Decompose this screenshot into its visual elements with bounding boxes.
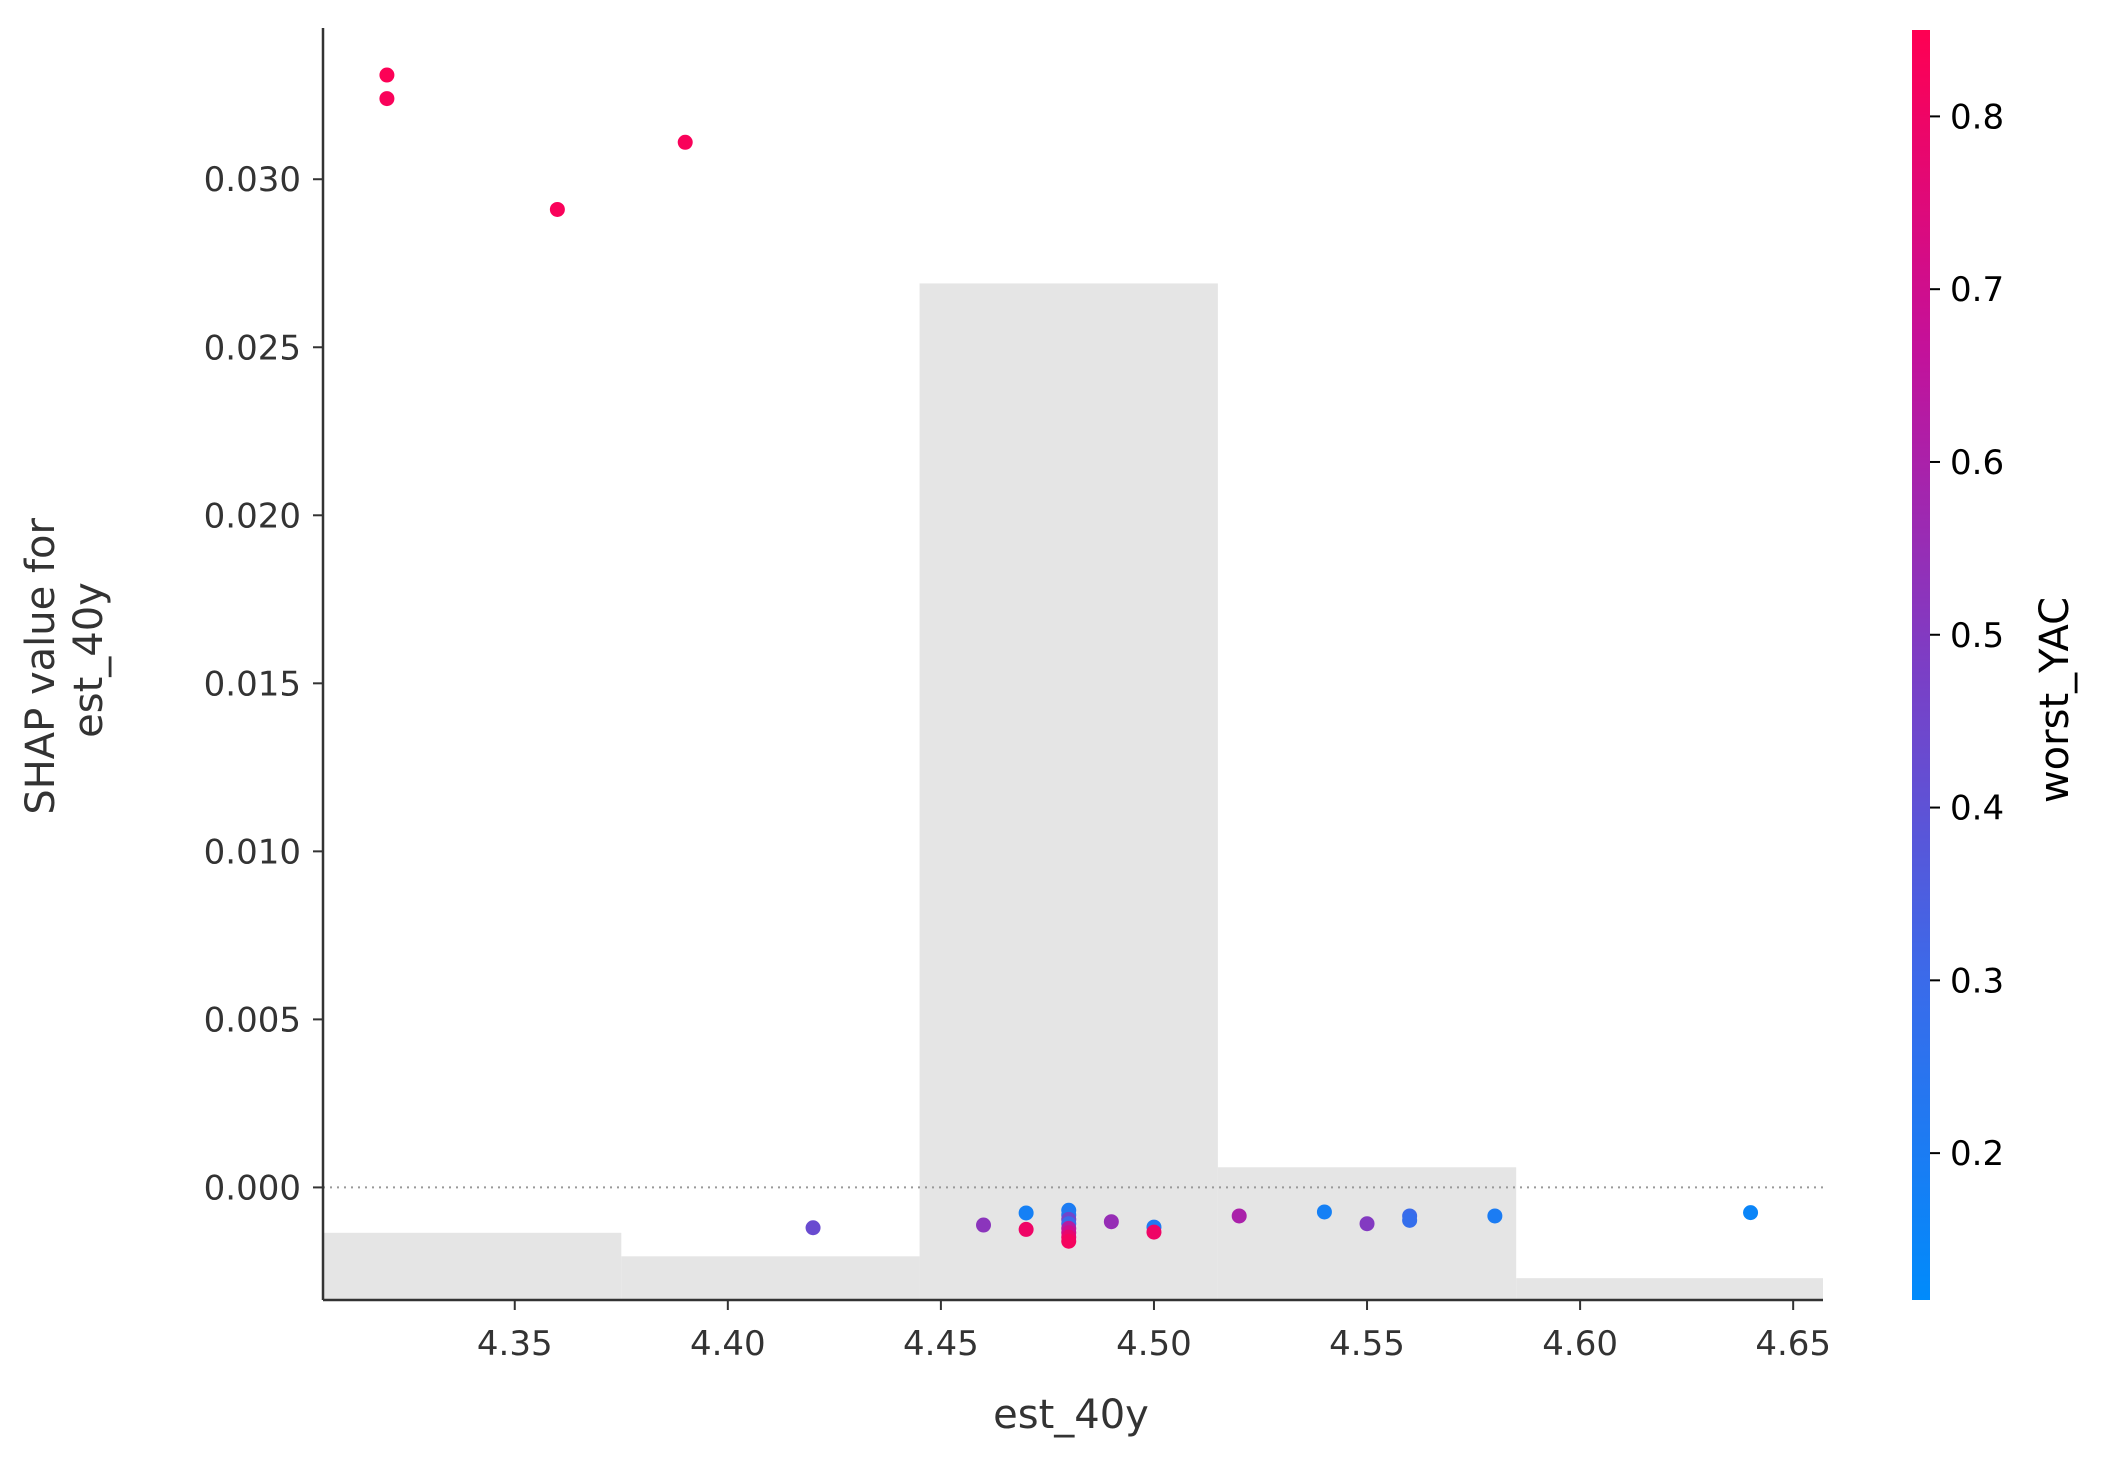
scatter-point xyxy=(1402,1212,1418,1228)
x-tick-label: 4.35 xyxy=(477,1324,553,1364)
x-tick-label: 4.55 xyxy=(1329,1324,1405,1364)
scatter-point xyxy=(1146,1224,1162,1240)
colorbar-tick-label: 0.7 xyxy=(1950,270,2004,310)
scatter-point xyxy=(1061,1233,1077,1249)
scatter-point xyxy=(1231,1208,1247,1224)
scatter-point xyxy=(976,1217,992,1233)
histogram-bar xyxy=(1217,1167,1517,1300)
y-axis-label-line-2: est_40y xyxy=(66,582,112,738)
y-axis-label-line-1: SHAP value for xyxy=(18,517,64,814)
scatter-point xyxy=(379,67,395,83)
y-tick-label: 0.000 xyxy=(204,1168,301,1208)
colorbar-tick-label: 0.2 xyxy=(1950,1134,2004,1174)
x-axis-label: est_40y xyxy=(993,1392,1149,1438)
x-tick-label: 4.65 xyxy=(1755,1324,1831,1364)
colorbar-tick-label: 0.5 xyxy=(1950,616,2004,656)
colorbar-ticks: 0.2 0.3 0.4 0.5 0.6 0.7 0.8 xyxy=(1930,97,2004,1174)
colorbar-tick-label: 0.4 xyxy=(1950,789,2004,829)
colorbar-label: worst_YAC xyxy=(2032,597,2078,803)
histogram-bar xyxy=(1516,1278,1823,1300)
y-tick-label: 0.005 xyxy=(204,1000,301,1040)
x-tick-label: 4.50 xyxy=(1116,1324,1192,1364)
histogram-bar xyxy=(323,1232,622,1300)
y-axis-label: SHAP value for est_40y xyxy=(18,505,112,814)
x-tick-label: 4.45 xyxy=(903,1324,979,1364)
histogram-bar xyxy=(621,1256,920,1300)
y-tick-label: 0.015 xyxy=(204,664,301,704)
scatter-point xyxy=(1487,1208,1503,1224)
axes xyxy=(321,28,1823,1302)
colorbar-tick-label: 0.6 xyxy=(1950,443,2004,483)
scatter-point xyxy=(677,134,693,150)
histogram-bars xyxy=(323,283,1823,1300)
scatter-point xyxy=(1018,1221,1034,1237)
scatter-point xyxy=(549,201,565,217)
scatter-point xyxy=(1359,1216,1375,1232)
scatter-points xyxy=(379,67,1759,1249)
y-tick-label: 0.020 xyxy=(204,496,301,536)
x-tick-label: 4.60 xyxy=(1542,1324,1618,1364)
colorbar xyxy=(1912,30,1930,1300)
colorbar-tick-label: 0.8 xyxy=(1950,97,2004,137)
y-tick-label: 0.010 xyxy=(204,832,301,872)
scatter-point xyxy=(805,1220,821,1236)
scatter-point xyxy=(1018,1205,1034,1221)
scatter-point xyxy=(379,91,395,107)
y-tick-label: 0.030 xyxy=(204,160,301,200)
scatter-point xyxy=(1743,1205,1759,1221)
x-tick-label: 4.40 xyxy=(690,1324,766,1364)
colorbar-tick-label: 0.3 xyxy=(1950,961,2004,1001)
x-axis-ticks: 4.35 4.40 4.45 4.50 4.55 4.60 4.65 xyxy=(477,1300,1831,1364)
y-tick-label: 0.025 xyxy=(204,328,301,368)
scatter-point xyxy=(1316,1204,1332,1220)
y-axis-ticks: 0.000 0.005 0.010 0.015 0.020 0.025 0.030 xyxy=(204,160,323,1208)
scatter-point xyxy=(1103,1214,1119,1230)
histogram-bar xyxy=(919,283,1218,1300)
